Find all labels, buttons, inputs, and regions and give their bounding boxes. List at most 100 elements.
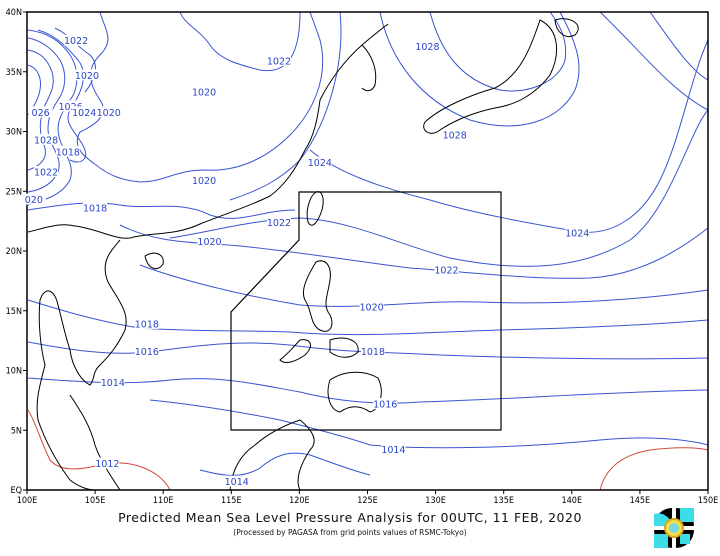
- contour-label: 1022: [267, 218, 291, 229]
- contour-label: 1020: [197, 237, 221, 248]
- contour-label: 1022: [267, 56, 291, 67]
- contour-label-bg: [96, 106, 121, 118]
- contour-label: 1018: [83, 203, 107, 214]
- x-tick-label: 125E: [357, 496, 378, 506]
- isobar: [429, 11, 567, 92]
- isobar: [599, 11, 709, 111]
- contour-label-bg: [74, 69, 99, 81]
- map-subtitle: (Processed by PAGASA from grid points va…: [233, 528, 467, 537]
- x-tick-label: 140E: [562, 496, 583, 506]
- contour-label-bg: [192, 86, 217, 98]
- contour-label-bg: [58, 100, 83, 112]
- isobar: [27, 202, 296, 219]
- contour-label-bg: [565, 227, 590, 239]
- x-tick-label: 135E: [493, 496, 514, 506]
- contour-label: 1014: [225, 477, 249, 488]
- isobar: [27, 341, 709, 360]
- contour-label: 1020: [75, 71, 99, 82]
- coastline-asia: [27, 23, 389, 239]
- contour-label-bg: [21, 193, 46, 205]
- par-boundary: [230, 191, 502, 431]
- contour-label: 1016: [373, 399, 397, 410]
- y-tick-label: 35N: [6, 68, 22, 78]
- contour-label: 026: [32, 108, 50, 119]
- y-tick-label: 10N: [6, 367, 22, 377]
- contour-label-bg: [34, 133, 59, 145]
- x-tick-label: 105E: [85, 496, 106, 506]
- coastline-luzon: [302, 260, 333, 332]
- x-tick-label: 120E: [289, 496, 310, 506]
- coastline-hainan: [144, 252, 164, 270]
- y-tick-label: 30N: [6, 128, 22, 138]
- contour-label: 1020: [192, 88, 216, 99]
- contour-label-bg: [415, 40, 440, 52]
- isobar: [379, 11, 580, 127]
- contour-label: 1024: [308, 158, 332, 169]
- isobar: [649, 11, 709, 81]
- contour-label-bg: [28, 106, 53, 118]
- isobar: [27, 377, 709, 404]
- contour-label: 1022: [64, 36, 88, 47]
- contour-label-bg: [95, 457, 120, 469]
- y-tick-label: EQ: [11, 486, 23, 496]
- contour-label: 1028: [34, 135, 58, 146]
- contour-label-bg: [307, 156, 332, 168]
- contour-label: 1022: [34, 168, 58, 179]
- contour-label: 1028: [443, 131, 467, 142]
- contour-label-bg: [266, 54, 291, 66]
- contour-label: 1020: [359, 303, 383, 314]
- contour-label-bg: [83, 201, 108, 213]
- isobar-low: [599, 447, 709, 491]
- isobar: [169, 109, 709, 267]
- contour-label-bg: [64, 34, 89, 46]
- y-tick-label: 15N: [6, 307, 22, 317]
- map-title: Predicted Mean Sea Level Pressure Analys…: [118, 510, 582, 525]
- isobar: [77, 11, 324, 183]
- isobar: [229, 11, 342, 201]
- contour-label-bg: [192, 174, 217, 186]
- contour-label-bg: [100, 376, 125, 388]
- contour-label-bg: [381, 443, 406, 455]
- coastline-borneo: [229, 419, 315, 491]
- y-axis-ticks: 40N 35N 30N 25N 20N 15N 10N 5N EQ: [6, 8, 27, 496]
- coastline-visayas: [279, 337, 359, 363]
- isobar: [27, 299, 709, 336]
- x-tick-label: 110E: [153, 496, 174, 506]
- contour-label-bg: [266, 216, 291, 228]
- contour-label: 1016: [135, 347, 159, 358]
- isobar-contours: [27, 11, 709, 491]
- contour-label: 1018: [56, 147, 80, 158]
- contour-label-bg: [134, 317, 159, 329]
- coastline-malay: [69, 394, 121, 491]
- contour-label-bg: [224, 475, 249, 487]
- contour-label: 1012: [95, 459, 119, 470]
- contour-label: 1024: [72, 108, 96, 119]
- y-tick-label: 40N: [6, 8, 22, 18]
- x-tick-label: 115E: [221, 496, 242, 506]
- contour-label-bg: [134, 345, 159, 357]
- x-tick-label: 130E: [425, 496, 446, 506]
- contour-label: 1020: [97, 108, 121, 119]
- contour-label-bg: [360, 345, 385, 357]
- isobar: [119, 224, 709, 279]
- coastlines: [27, 18, 579, 491]
- isobar: [179, 11, 301, 72]
- contour-label: 1014: [101, 378, 125, 389]
- y-tick-label: 25N: [6, 187, 22, 197]
- coastline-indochina: [36, 239, 127, 491]
- contour-label: 1024: [565, 229, 589, 240]
- coastline-korea: [361, 44, 377, 92]
- isobar: [199, 452, 371, 476]
- x-axis-ticks: 100E 105E 110E 115E 120E 125E 130E 135E 140E 145E…: [17, 490, 718, 506]
- isobar: [27, 49, 54, 171]
- isobar-low: [27, 409, 171, 491]
- isobar: [309, 39, 709, 233]
- contour-label: 1018: [135, 319, 159, 330]
- contour-label: 1028: [415, 42, 439, 53]
- map-frame: [26, 11, 709, 491]
- contour-label-bg: [442, 129, 467, 141]
- pagasa-logo: [654, 508, 694, 548]
- contour-label-bg: [72, 106, 97, 118]
- coastline-hokkaido: [554, 18, 579, 37]
